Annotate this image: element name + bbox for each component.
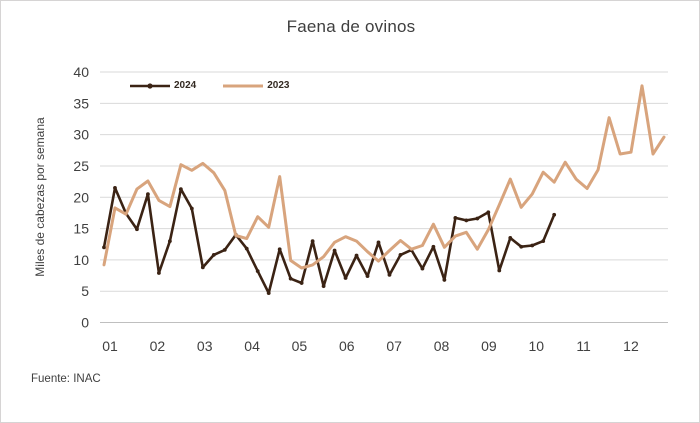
y-tick-label: 40 [73,64,89,80]
x-tick-label: 12 [623,338,639,354]
x-tick-label: 03 [197,338,213,354]
chart-title: Faena de ovinos [286,17,416,36]
y-tick-label: 25 [73,158,89,174]
x-tick-label: 08 [434,338,450,354]
legend-item-2024: 2024 [129,80,196,91]
x-tick-label: 02 [150,338,166,354]
source-note: Fuente: INAC [31,373,101,385]
x-tick-label: 07 [386,338,402,354]
legend-label-2023: 2023 [267,80,290,91]
y-tick-label: 10 [73,252,89,268]
x-tick-label: 01 [102,338,118,354]
legend: 2024 2023 [129,80,290,91]
x-tick-label: 09 [481,338,497,354]
y-tick-label: 0 [81,315,89,331]
x-tick-label: 06 [339,338,355,354]
legend-item-2023: 2023 [222,80,290,91]
x-tick-label: 04 [244,338,260,354]
y-tick-label: 35 [73,95,89,111]
x-tick-label: 05 [292,338,308,354]
x-tick-label: 10 [528,338,544,354]
legend-swatch-2024-icon [130,82,170,89]
legend-swatch-2023-icon [223,84,264,87]
y-tick-label: 5 [81,283,89,299]
legend-label-2024: 2024 [174,80,197,91]
y-tick-label: 30 [73,127,89,143]
x-tick-label: 11 [576,338,591,354]
y-tick-label: 15 [73,221,89,237]
y-tick-label: 20 [73,189,89,205]
